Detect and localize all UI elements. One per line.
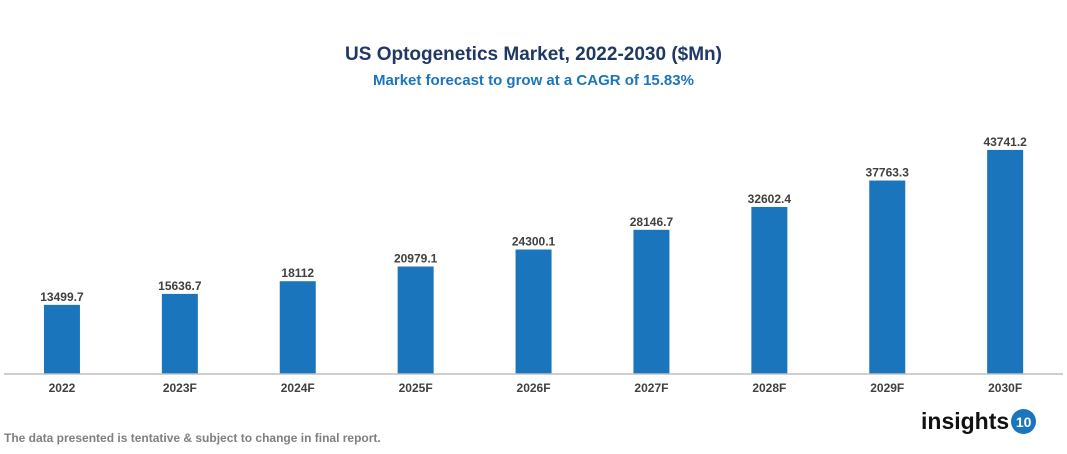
bar-2023F bbox=[161, 293, 198, 374]
x-tick-label: 2027F bbox=[634, 381, 668, 395]
x-tick-label: 2026F bbox=[517, 381, 551, 395]
insights10-logo: insights 10 bbox=[921, 408, 1037, 435]
data-label: 13499.7 bbox=[40, 290, 84, 304]
chart-subtitle: Market forecast to grow at a CAGR of 15.… bbox=[373, 72, 694, 89]
x-tick-label: 2025F bbox=[399, 381, 433, 395]
disclaimer-note: The data presented is tentative & subjec… bbox=[4, 431, 381, 445]
bar-2030F bbox=[987, 149, 1024, 374]
bar-2025F bbox=[397, 266, 434, 374]
x-tick-label: 2029F bbox=[870, 381, 904, 395]
bar-2024F bbox=[279, 281, 316, 374]
x-tick-label: 2022 bbox=[49, 381, 76, 395]
bar-2026F bbox=[515, 249, 552, 374]
data-label: 32602.4 bbox=[748, 192, 792, 206]
data-label: 43741.2 bbox=[983, 135, 1027, 149]
bar-2022 bbox=[43, 304, 80, 374]
data-label: 28146.7 bbox=[630, 215, 674, 229]
data-label: 20979.1 bbox=[394, 252, 438, 266]
data-label: 18112 bbox=[281, 266, 314, 280]
x-tick-label: 2024F bbox=[281, 381, 315, 395]
x-tick-label: 2030F bbox=[988, 381, 1022, 395]
bar-2029F bbox=[869, 180, 906, 374]
data-label: 37763.3 bbox=[866, 166, 910, 180]
bar-2028F bbox=[751, 206, 788, 374]
chart-title: US Optogenetics Market, 2022-2030 ($Mn) bbox=[345, 44, 722, 65]
x-tick-label: 2028F bbox=[752, 381, 786, 395]
data-label: 15636.7 bbox=[158, 279, 202, 293]
x-tick-label: 2023F bbox=[163, 381, 197, 395]
data-label: 24300.1 bbox=[512, 235, 556, 249]
bar-2027F bbox=[633, 229, 670, 374]
